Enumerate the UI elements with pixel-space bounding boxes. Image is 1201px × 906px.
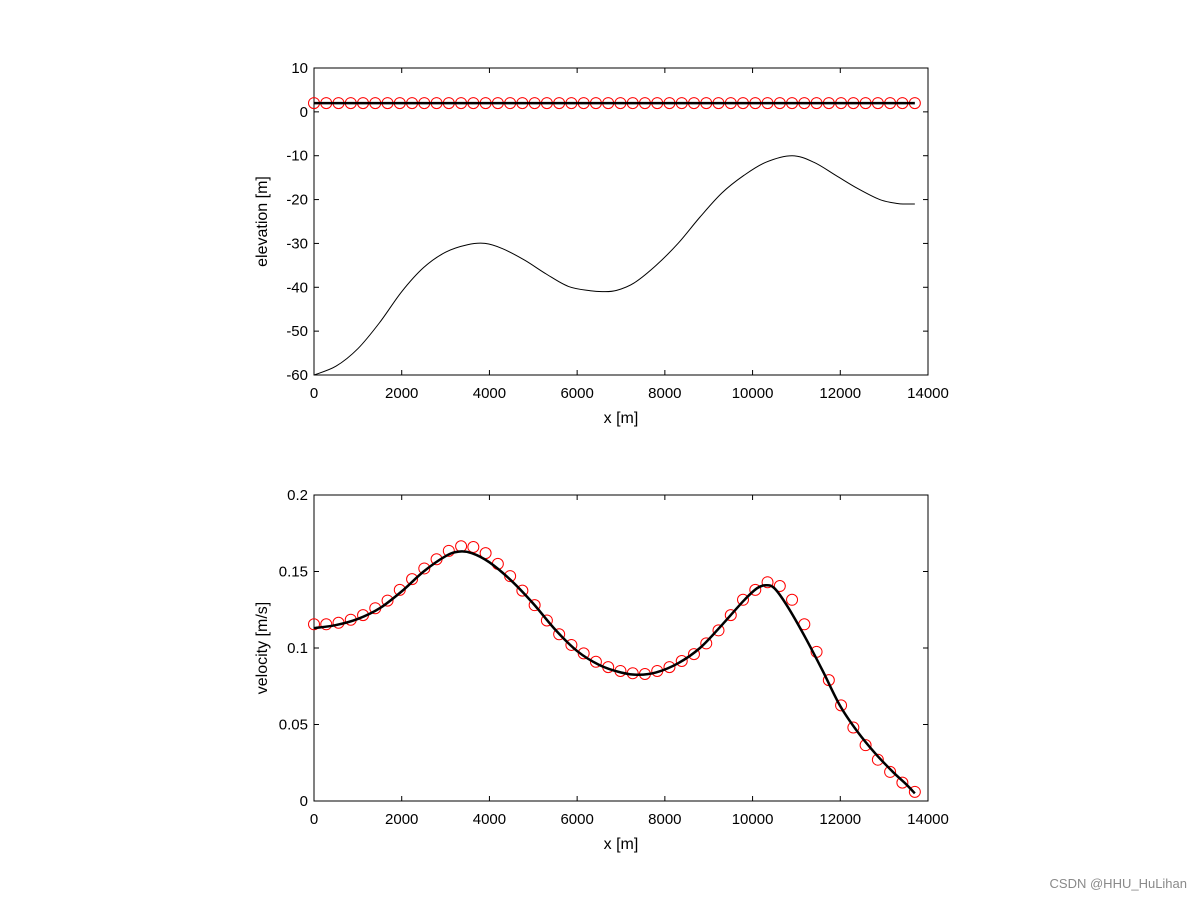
data-point-marker — [675, 655, 688, 668]
velocity-subplot: 0 2000 4000 6000 8000 10000 12000 14000 0.2 0.15 0… — [254, 487, 949, 853]
series-line-thin — [313, 155, 915, 376]
x-tick-label: 4000 — [473, 811, 506, 828]
x-tick-label: 0 — [310, 811, 318, 828]
axes-frame — [313, 494, 929, 802]
data-point-marker — [553, 628, 566, 641]
x-tick-label: 4000 — [473, 385, 506, 402]
data-point-marker — [442, 544, 455, 557]
y-tick-label: -40 — [286, 279, 308, 296]
x-tick-label: 10000 — [732, 385, 774, 402]
data-point-marker — [418, 562, 431, 575]
series-line-thick — [313, 550, 916, 795]
elevation-subplot: 0 2000 4000 6000 8000 10000 12000 14000 10 0 -10 -2… — [254, 60, 949, 427]
data-point-marker — [406, 573, 419, 586]
data-point-marker — [847, 721, 860, 734]
series-markers — [308, 540, 921, 798]
data-point-marker — [737, 593, 750, 606]
y-tick-label: 0.1 — [287, 640, 308, 657]
data-point-marker — [528, 599, 541, 612]
data-point-marker — [700, 637, 713, 650]
data-point-marker — [467, 541, 480, 554]
data-point-marker — [724, 609, 737, 622]
x-tick-label: 0 — [310, 385, 318, 402]
y-tick-label: 0 — [300, 793, 308, 810]
y-axis-label: velocity [m/s] — [254, 602, 271, 694]
data-point-marker — [908, 785, 921, 798]
x-tick-label: 6000 — [560, 385, 593, 402]
x-tick-label: 10000 — [732, 811, 774, 828]
data-point-marker — [896, 776, 909, 789]
x-tick-label: 12000 — [819, 385, 861, 402]
watermark-text: CSDN @HHU_HuLihan — [1049, 876, 1187, 891]
y-tick-label: -60 — [286, 367, 308, 384]
y-tick-label: -50 — [286, 323, 308, 340]
y-tick-label: -30 — [286, 235, 308, 252]
y-tick-label: -10 — [286, 148, 308, 165]
y-axis-label: elevation [m] — [254, 176, 271, 267]
data-point-marker — [381, 594, 394, 607]
data-point-marker — [455, 540, 468, 553]
y-tick-label: 0.15 — [279, 564, 308, 581]
data-point-marker — [835, 699, 848, 712]
x-axis-label: x [m] — [604, 410, 639, 427]
data-point-marker — [712, 624, 725, 637]
data-point-marker — [884, 765, 897, 778]
y-tick-label: 10 — [291, 60, 308, 77]
data-point-marker — [786, 593, 799, 606]
data-point-marker — [320, 618, 333, 631]
x-tick-label: 14000 — [907, 385, 949, 402]
data-point-marker — [687, 648, 700, 661]
data-point-marker — [749, 583, 762, 596]
x-tick-label: 8000 — [648, 811, 681, 828]
x-tick-label: 12000 — [819, 811, 861, 828]
x-tick-label: 2000 — [385, 385, 418, 402]
data-point-marker — [516, 584, 529, 597]
y-tick-label: 0 — [300, 104, 308, 121]
data-point-marker — [761, 576, 774, 589]
data-point-marker — [871, 753, 884, 766]
data-point-marker — [308, 618, 320, 631]
x-tick-label: 8000 — [648, 385, 681, 402]
data-point-marker — [859, 739, 872, 752]
x-axis-label: x [m] — [604, 836, 639, 853]
data-point-marker — [565, 638, 578, 651]
y-tick-label: 0.2 — [287, 487, 308, 504]
data-point-marker — [663, 661, 676, 674]
x-tick-label: 6000 — [560, 811, 593, 828]
x-tick-label: 2000 — [385, 811, 418, 828]
data-point-marker — [773, 580, 786, 593]
y-tick-label: 0.05 — [279, 717, 308, 734]
data-point-marker — [540, 614, 553, 627]
data-point-marker — [589, 655, 602, 668]
x-tick-label: 14000 — [907, 811, 949, 828]
y-tick-label: -20 — [286, 192, 308, 209]
axes-frame — [313, 67, 929, 376]
